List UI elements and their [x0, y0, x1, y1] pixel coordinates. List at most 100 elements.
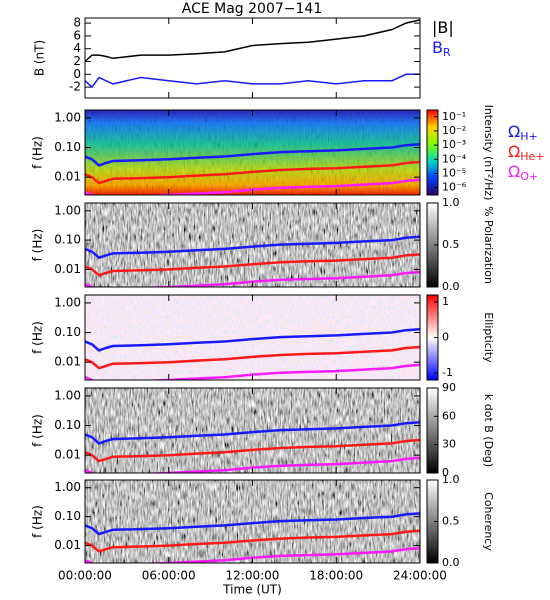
colorbar-tick-label: 0.0	[442, 280, 460, 293]
y-tick-label: 0.01	[54, 262, 81, 276]
data-line	[85, 73, 420, 89]
colorbar-tick-label: 10⁻¹	[442, 110, 466, 123]
colorbar-tick-label: 90	[442, 381, 456, 394]
legend-name: B	[432, 38, 443, 57]
y-tick-label: 1.00	[54, 295, 81, 309]
series-group	[85, 420, 420, 473]
data-line	[85, 235, 420, 260]
x-tick-label: 24:00:00	[393, 569, 447, 583]
series-group	[85, 327, 420, 380]
legend-label: ΩO+	[508, 162, 538, 184]
y-tick-label: 1.00	[54, 203, 81, 217]
spectrogram-backgrounds	[85, 110, 420, 563]
y-tick-label: 0.01	[54, 538, 81, 552]
data-line	[85, 546, 420, 563]
colorbar-tick-label: 60	[442, 409, 456, 422]
legend-label: BR	[432, 38, 451, 60]
colorbar-tick-label: 1.0	[442, 196, 460, 209]
data-line	[85, 178, 420, 195]
legend-label: ΩH+	[508, 122, 538, 144]
y-tick-label: 1.00	[54, 388, 81, 402]
legend-subscript: He+	[520, 150, 544, 163]
x-axis-label: Time (UT)	[222, 583, 282, 597]
y-tick-label: 0	[73, 67, 81, 81]
data-line	[85, 345, 420, 370]
colorbar-label: k dot B (Deg)	[482, 394, 495, 467]
colorbar-label: Intensity (nT²/Hz)	[482, 105, 495, 201]
colorbar-tick-label: 10⁻⁴	[442, 152, 467, 165]
kdotb-image	[85, 388, 420, 473]
y-tick-label: 0.10	[54, 140, 81, 154]
colorbar-tick-label: 0.5	[442, 515, 460, 528]
data-line	[85, 142, 420, 167]
y-tick-label: 0.10	[54, 418, 81, 432]
legend-name: Ω	[508, 162, 520, 181]
colorbar-tick-label: 1.0	[442, 473, 460, 486]
colorbar-tick-label: 0	[442, 466, 449, 479]
colorbar-label: % Polarization	[482, 206, 495, 284]
x-tick-label: 18:00:00	[309, 569, 363, 583]
coherency-image	[85, 480, 420, 563]
series-group	[85, 19, 420, 89]
colorbar-tick-label: 0.0	[442, 556, 460, 569]
data-line	[85, 512, 420, 536]
data-line	[85, 529, 420, 553]
data-line	[85, 327, 420, 352]
legend-subscript: O+	[520, 170, 538, 183]
y-tick-label: 0.01	[54, 448, 81, 462]
ellipticity-image	[85, 295, 420, 380]
data-line	[85, 363, 420, 380]
y-tick-label: 0.01	[54, 355, 81, 369]
series-group	[85, 142, 420, 195]
data-line	[85, 19, 420, 63]
axes-frame	[84, 17, 421, 99]
colorbar-tick-label: 10⁻⁵	[442, 166, 466, 179]
data-line	[85, 270, 420, 287]
chart-title: ACE Mag 2007−141	[182, 1, 322, 17]
legend-name: Ω	[508, 122, 520, 141]
x-tick-label: 06:00:00	[142, 569, 196, 583]
colorbar-tick-label: 30	[442, 438, 456, 451]
colorbar-tick-label: 10⁻²	[442, 124, 466, 137]
y-tick-label: 2	[73, 54, 81, 68]
y-axis-label: f (Hz)	[31, 414, 45, 447]
y-tick-label: 0.10	[54, 325, 81, 339]
y-tick-label: 6	[73, 28, 81, 42]
legend-subscript: H+	[520, 130, 538, 143]
data-line	[85, 456, 420, 473]
data-line	[85, 420, 420, 445]
colorbar-tick-label: 10⁻³	[442, 138, 466, 151]
y-tick-label: 8	[73, 16, 81, 30]
colorbar-label: Ellipticity	[482, 312, 495, 363]
series-group	[85, 512, 420, 563]
legend-label: ΩHe+	[508, 142, 545, 164]
y-axis-label: f (Hz)	[31, 321, 45, 354]
legend-label: |B|	[432, 18, 454, 37]
colorbar-tick-label: 10⁻⁶	[442, 181, 467, 194]
y-tick-label: 4	[73, 41, 81, 55]
colorbar-label: Coherency	[482, 492, 495, 551]
y-axis-label: B (nT)	[33, 40, 47, 76]
y-axis-label: f (Hz)	[31, 505, 45, 538]
colorbar-tick-label: 1	[442, 295, 449, 308]
y-axis-label: f (Hz)	[31, 229, 45, 262]
data-line	[85, 438, 420, 463]
x-tick-label: 12:00:00	[226, 569, 280, 583]
colorbar-tick-label: 0.5	[442, 238, 460, 251]
y-tick-label: 1.00	[54, 110, 81, 124]
colorbar	[426, 109, 439, 196]
y-axis-label: f (Hz)	[31, 136, 45, 169]
colorbar	[426, 387, 439, 474]
y-tick-label: 0.01	[54, 170, 81, 184]
data-line	[85, 160, 420, 185]
data-line	[85, 253, 420, 277]
colorbar-tick-label: -1	[442, 366, 453, 379]
y-tick-label: 1.00	[54, 480, 81, 494]
x-tick-label: 00:00:00	[58, 569, 112, 583]
intensity-texture	[85, 110, 420, 195]
series-group	[85, 235, 420, 287]
legend-subscript: R	[443, 46, 451, 59]
legend-name: |B|	[432, 18, 454, 37]
polarization-image	[85, 203, 420, 287]
